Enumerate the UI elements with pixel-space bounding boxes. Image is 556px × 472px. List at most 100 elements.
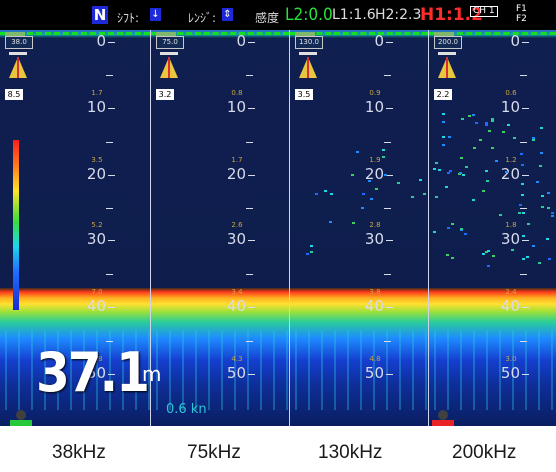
fish-echo <box>375 188 378 190</box>
scale-sub-label: 1.7 <box>231 156 243 164</box>
color-scale-bar <box>13 140 19 310</box>
depth-minor-tick <box>106 142 113 143</box>
fish-echo <box>451 257 454 259</box>
depth-minor-tick <box>384 208 391 209</box>
depth-minor-tick <box>384 274 391 275</box>
fish-echo <box>329 221 332 223</box>
seabed-texture <box>429 330 556 410</box>
depth-label: 10 <box>226 98 246 116</box>
depth-tick <box>386 240 393 241</box>
fish-echo <box>465 166 468 168</box>
channel-panel-38khz[interactable]: 38.0 8.5 <box>0 30 151 426</box>
scale-sub-label: 4.3 <box>231 355 243 363</box>
fish-echo <box>522 212 525 214</box>
function-keys-icon[interactable]: F1 F2 <box>516 4 527 24</box>
seabed-echo <box>151 288 289 426</box>
freq-label-200khz: 200kHz <box>452 442 517 463</box>
gain-box: 2.2 <box>434 89 452 100</box>
fish-echo <box>324 190 327 192</box>
depth-label: 0 <box>236 32 246 50</box>
fish-echo <box>449 170 452 172</box>
scale-sub-label: 0.6 <box>505 89 517 97</box>
zero-line <box>0 32 150 35</box>
depth-tick <box>522 240 529 241</box>
depth-minor-tick <box>384 75 391 76</box>
depth-label: 10 <box>86 98 106 116</box>
fish-echo <box>499 214 502 216</box>
fish-echo <box>482 253 485 255</box>
fish-echo <box>540 127 543 129</box>
left-marker-icon <box>10 410 32 426</box>
fish-echo <box>548 258 551 260</box>
fish-echo <box>485 122 488 124</box>
fish-echo <box>423 193 426 195</box>
scale-sub-label: 3.0 <box>505 355 517 363</box>
scale-sub-label: 1.2 <box>505 156 517 164</box>
fish-echo <box>362 193 365 195</box>
depth-minor-tick <box>520 341 527 342</box>
fish-echo <box>435 162 438 164</box>
depth-tick <box>522 307 529 308</box>
scale-sub-label: 4.8 <box>369 355 381 363</box>
fish-echo <box>460 228 463 230</box>
fish-echo <box>521 164 524 166</box>
north-mode-badge[interactable]: N <box>92 6 108 24</box>
scale-sub-label: 2.6 <box>231 221 243 229</box>
fish-echo <box>370 198 373 200</box>
fish-echo <box>491 118 494 120</box>
fish-echo <box>435 196 438 198</box>
fish-echo <box>511 249 514 251</box>
depth-tick <box>108 175 115 176</box>
channel-icon[interactable]: CH 1 <box>470 6 498 17</box>
depth-label: 10 <box>500 98 520 116</box>
depth-minor-tick <box>106 75 113 76</box>
fish-echo <box>540 152 543 154</box>
depth-tick <box>386 307 393 308</box>
depth-label: 40 <box>86 297 106 315</box>
fish-echo <box>521 183 524 185</box>
fish-echo <box>505 171 508 173</box>
transducer-icon <box>299 52 317 78</box>
depth-label: 30 <box>364 230 384 248</box>
fish-echo <box>513 137 516 139</box>
channel-panel-75khz[interactable]: 75.0 3.2 <box>151 30 290 426</box>
fish-echo <box>356 151 359 153</box>
depth-tick <box>386 175 393 176</box>
fish-echo <box>464 233 467 235</box>
shift-down-icon[interactable]: ↓ <box>150 8 161 21</box>
fish-echo <box>527 223 530 225</box>
fish-echo <box>459 172 462 174</box>
fish-echo <box>547 207 550 209</box>
fish-echo <box>522 235 525 237</box>
depth-tick <box>522 175 529 176</box>
depth-label: 50 <box>500 364 520 382</box>
seabed-texture <box>0 330 150 410</box>
fish-echo <box>419 179 422 181</box>
depth-label: 50 <box>364 364 384 382</box>
depth-label: 10 <box>364 98 384 116</box>
fish-echo <box>551 212 554 214</box>
fish-echo <box>384 174 387 176</box>
range-icon[interactable]: ⇕ <box>222 8 233 21</box>
fish-echo <box>532 137 535 139</box>
freq-tag <box>295 32 315 36</box>
fish-echo <box>351 174 354 176</box>
channel-panel-200khz[interactable]: 200.0 2.2 <box>429 30 556 426</box>
f2-label: F2 <box>516 14 527 24</box>
depth-minor-tick <box>520 142 527 143</box>
scale-sub-label: 0.8 <box>231 89 243 97</box>
fish-echo <box>522 258 525 260</box>
fish-echo <box>485 170 488 172</box>
fish-echo <box>520 153 523 155</box>
fish-echo <box>433 168 436 170</box>
fish-echo <box>382 156 385 158</box>
depth-label: 0 <box>96 32 106 50</box>
fish-echo <box>368 180 371 182</box>
channel-panel-130khz[interactable]: 130.0 3.5 <box>290 30 429 426</box>
fish-echo <box>315 193 318 195</box>
fish-echo <box>495 160 498 162</box>
seabed-echo <box>0 288 150 426</box>
depth-tick <box>248 240 255 241</box>
speed-readout: 0.6 kn <box>166 402 207 417</box>
scale-sub-label: 2.4 <box>505 288 517 296</box>
